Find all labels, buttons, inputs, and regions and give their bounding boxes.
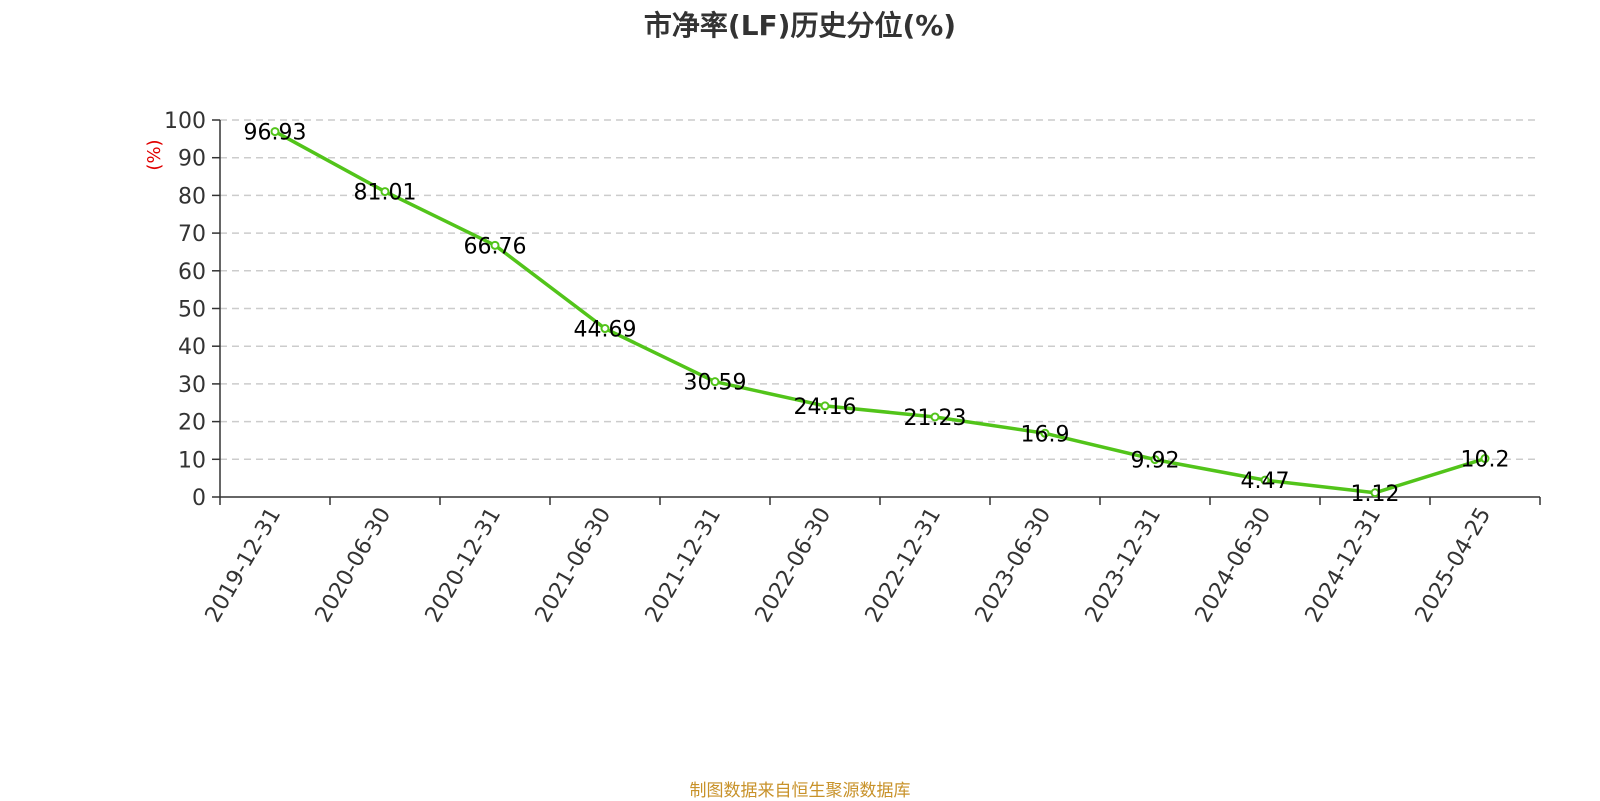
x-tick-label: 2024-06-30	[1191, 504, 1277, 627]
y-tick-label: 20	[178, 411, 206, 436]
data-point	[1370, 488, 1380, 498]
data-series	[270, 127, 1490, 498]
x-tick-label: 2021-06-30	[531, 504, 617, 627]
data-point	[820, 401, 830, 411]
data-label: 66.76	[464, 234, 527, 259]
x-tick-label: 2022-06-30	[751, 504, 837, 627]
y-tick-label: 70	[178, 222, 206, 247]
data-point	[600, 324, 610, 334]
y-tick-label: 0	[192, 486, 206, 511]
data-point	[1260, 475, 1270, 485]
data-labels: 96.93 81.01 66.76 44.69 30.59 24.16 21.23 16.9 9…	[244, 121, 1510, 507]
data-label: 10.2	[1461, 448, 1510, 473]
y-tick-label: 10	[178, 448, 206, 473]
series-line	[274, 130, 1486, 495]
y-tick-label: 80	[178, 184, 206, 209]
data-label: 16.9	[1021, 422, 1070, 447]
y-tick-label: 90	[178, 147, 206, 172]
y-tick-label: 40	[178, 335, 206, 360]
data-label: 24.16	[794, 395, 857, 420]
data-label: 96.93	[244, 121, 307, 146]
data-point	[930, 412, 940, 422]
x-tick-label: 2023-12-31	[1081, 504, 1167, 627]
data-point	[270, 127, 280, 137]
data-source-note: 制图数据来自恒生聚源数据库	[689, 781, 911, 801]
data-label: 1.12	[1351, 482, 1400, 507]
data-label: 4.47	[1241, 469, 1290, 494]
y-axis-label: (%)	[144, 139, 165, 170]
data-label: 30.59	[684, 371, 747, 396]
data-point	[380, 187, 390, 197]
chart-title: 市净率(LF)历史分位(%)	[643, 9, 957, 42]
x-tick-label: 2020-06-30	[311, 504, 397, 627]
data-label: 81.01	[354, 181, 417, 206]
data-point	[710, 377, 720, 387]
x-tick-label: 2022-12-31	[861, 504, 947, 627]
data-point	[1150, 455, 1160, 465]
x-tick-label: 2023-06-30	[971, 504, 1057, 627]
y-tick-label: 50	[178, 298, 206, 323]
y-tick-label: 60	[178, 260, 206, 285]
data-point	[1480, 454, 1490, 464]
y-tick-label: 30	[178, 373, 206, 398]
data-point	[1040, 428, 1050, 438]
x-tick-label: 2020-12-31	[421, 504, 507, 627]
grid-lines	[220, 119, 1540, 461]
x-tick-label: 2019-12-31	[201, 504, 287, 627]
x-tick-label: 2021-12-31	[641, 504, 727, 627]
data-label: 21.23	[904, 406, 967, 431]
x-tick-label: 2024-12-31	[1301, 504, 1387, 627]
data-label: 44.69	[574, 318, 637, 343]
x-tick-label: 2025-04-25	[1411, 504, 1497, 627]
data-label: 9.92	[1131, 449, 1180, 474]
data-point	[490, 240, 500, 250]
y-tick-label: 100	[164, 109, 206, 134]
